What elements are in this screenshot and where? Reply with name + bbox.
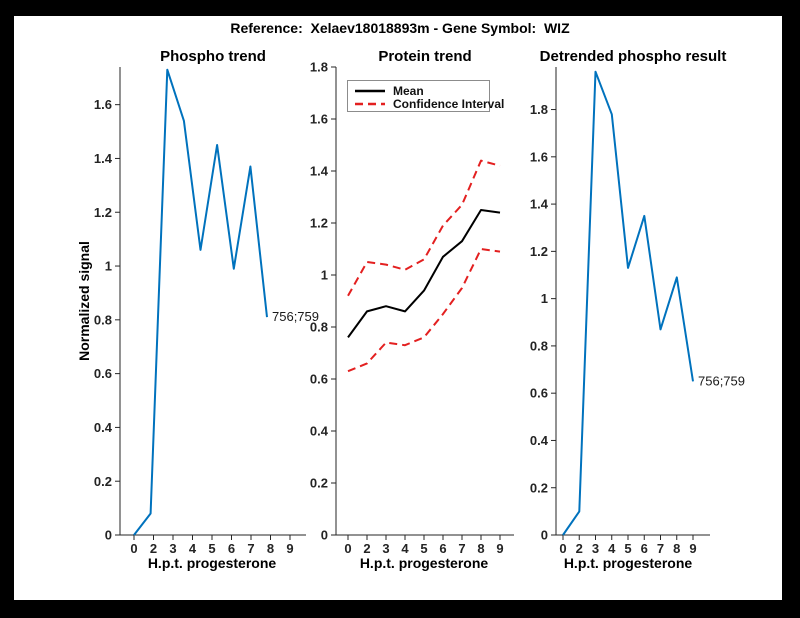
mean-line-sample-icon	[355, 89, 385, 92]
detrended-phospho-x-tick-label: 8	[673, 541, 680, 556]
protein-trend-series-line	[347, 209, 501, 338]
legend-label-mean: Mean	[393, 83, 424, 98]
protein-trend-x-tick-label: 6	[439, 541, 446, 556]
protein-trend-y-tick-label: 0.8	[310, 320, 328, 335]
detrended-x-label: H.p.t. progesterone	[563, 555, 693, 571]
phospho-trend-title: Phospho trend	[160, 48, 266, 65]
detrended-phospho-y-tick-label: 1.4	[530, 197, 549, 212]
legend-box: Mean Confidence Interval	[347, 80, 504, 112]
phospho-trend-x-tick-label: 4	[189, 541, 197, 556]
phospho-trend-y-tick-label: 0.8	[94, 312, 112, 327]
phospho-trend-y-tick-label: 0.6	[94, 366, 112, 381]
phospho-x-label: H.p.t. progesterone	[147, 555, 277, 571]
phospho-trend-y-tick-label: 1.6	[94, 97, 112, 112]
detrended-phospho-x-tick-label: 5	[624, 541, 631, 556]
detrended-phospho-x-tick-label: 4	[608, 541, 616, 556]
protein-trend-x-tick-label: 9	[496, 541, 503, 556]
phospho-trend-x-tick-label: 6	[228, 541, 235, 556]
phospho-trend-x-tick-label: 2	[150, 541, 157, 556]
detrended-phospho-y-tick-label: 1.6	[530, 149, 548, 164]
detrended-phospho-y-tick-label: 1.2	[530, 244, 548, 259]
detrended-phospho-annotation: 756;759	[698, 373, 745, 388]
protein-trend-y-tick-label: 0.2	[310, 476, 328, 491]
protein-trend-x-tick-label: 8	[477, 541, 484, 556]
phospho-trend-y-tick-label: 1	[105, 259, 112, 274]
protein-trend-x-tick-label: 2	[363, 541, 370, 556]
detrended-phospho-y-tick-label: 1	[541, 291, 548, 306]
detrended-phospho-series-line	[562, 70, 694, 536]
detrended-phospho-x-tick-label: 7	[657, 541, 664, 556]
phospho-trend-x-tick-label: 5	[208, 541, 215, 556]
detrended-phospho-title: Detrended phospho result	[539, 48, 727, 65]
protein-trend-y-tick-label: 0	[321, 528, 328, 543]
protein-trend-y-tick-label: 0.6	[310, 372, 328, 387]
protein-trend-y-tick-label: 1.6	[310, 112, 328, 127]
protein-trend-y-tick-label: 1.4	[310, 164, 329, 179]
protein-trend-x-tick-label: 7	[458, 541, 465, 556]
phospho-trend-y-tick-label: 0	[105, 528, 112, 543]
figure-canvas	[14, 16, 782, 600]
phospho-trend-annotation: 756;759	[272, 309, 319, 324]
detrended-phospho-y-tick-label: 0.8	[530, 338, 548, 353]
detrended-phospho-x-tick-label: 2	[576, 541, 583, 556]
phospho-trend-y-tick-label: 1.2	[94, 205, 112, 220]
legend-label-ci: Confidence Interval	[393, 96, 505, 111]
phospho-trend-x-tick-label: 3	[169, 541, 176, 556]
legend-item-ci: Confidence Interval	[354, 97, 504, 111]
protein-trend-series-line	[347, 159, 501, 297]
protein-trend-title: Protein trend	[378, 48, 472, 65]
phospho-trend-series-line	[133, 68, 268, 536]
detrended-phospho-x-tick-label: 3	[592, 541, 599, 556]
detrended-phospho-y-tick-label: 0.4	[530, 433, 549, 448]
protein-trend-x-tick-label: 5	[420, 541, 427, 556]
detrended-phospho-y-tick-label: 0.6	[530, 386, 548, 401]
detrended-phospho-y-tick-label: 0	[541, 528, 548, 543]
phospho-trend-y-tick-label: 0.2	[94, 474, 112, 489]
detrended-phospho-x-tick-label: 9	[689, 541, 696, 556]
protein-trend-y-tick-label: 1.8	[310, 60, 328, 75]
detrended-phospho-y-tick-label: 0.2	[530, 480, 548, 495]
protein-trend-y-tick-label: 1	[321, 268, 328, 283]
protein-x-label: H.p.t. progesterone	[359, 555, 489, 571]
phospho-trend-x-tick-label: 0	[130, 541, 137, 556]
phospho-trend-x-tick-label: 8	[267, 541, 274, 556]
phospho-trend-y-tick-label: 1.4	[94, 151, 113, 166]
phospho-trend-x-tick-label: 9	[286, 541, 293, 556]
detrended-phospho-y-tick-label: 1.8	[530, 102, 548, 117]
figure-title: Reference: Xelaev18018893m - Gene Symbol…	[230, 20, 570, 36]
detrended-phospho-x-tick-label: 6	[641, 541, 648, 556]
ci-dashed-line-sample-icon	[355, 102, 385, 105]
detrended-phospho-x-tick-label: 0	[559, 541, 566, 556]
phospho-trend-x-tick-label: 7	[247, 541, 254, 556]
protein-trend-x-tick-label: 4	[401, 541, 409, 556]
legend-item-mean: Mean	[354, 83, 489, 98]
protein-trend-x-tick-label: 3	[382, 541, 389, 556]
phospho-trend-y-tick-label: 0.4	[94, 420, 113, 435]
protein-trend-x-tick-label: 0	[344, 541, 351, 556]
protein-trend-y-tick-label: 0.4	[310, 424, 329, 439]
protein-trend-series-line	[347, 248, 501, 373]
protein-trend-y-tick-label: 1.2	[310, 216, 328, 231]
